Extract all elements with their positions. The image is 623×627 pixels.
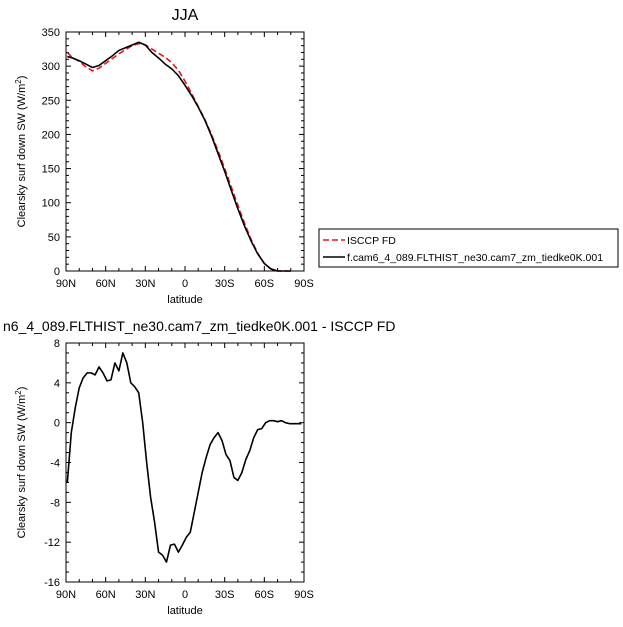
y-tick-label: 200: [42, 129, 60, 141]
y-tick-label: -12: [44, 537, 60, 549]
y-tick-label: 250: [42, 95, 60, 107]
x-axis-label: latitude: [167, 605, 202, 617]
y-tick-label: 350: [42, 27, 60, 39]
y-tick-label: 4: [54, 378, 60, 390]
chart-title: JJA: [172, 7, 199, 24]
lower-panel-difference: n6_4_089.FLTHIST_ne30.cam7_zm_tiedke0K.0…: [3, 318, 395, 617]
series-line-1: [66, 352, 302, 563]
x-tick-label: 90S: [294, 278, 314, 290]
x-tick-label: 90S: [294, 589, 314, 601]
x-tick-label: 30S: [215, 589, 235, 601]
plot-frame: [65, 31, 305, 272]
x-tick-label: 30N: [135, 278, 155, 290]
x-tick-label: 90N: [56, 278, 76, 290]
x-tick-label: 60N: [96, 278, 116, 290]
y-axis-label: Clearsky surf down SW (W/m2): [14, 387, 28, 539]
legend-box: [318, 228, 619, 268]
plot-frame: [65, 342, 305, 583]
legend-label-1: ISCCP FD: [347, 235, 396, 247]
chart-title: n6_4_089.FLTHIST_ne30.cam7_zm_tiedke0K.0…: [3, 318, 395, 334]
y-axis-label: Clearsky surf down SW (W/m2): [14, 76, 28, 228]
y-tick-label: 0: [54, 266, 60, 278]
x-tick-label: 30S: [215, 278, 235, 290]
x-tick-label: 60N: [96, 589, 116, 601]
y-tick-label: -16: [44, 577, 60, 589]
y-tick-label: 150: [42, 164, 60, 176]
upper-panel-jja: JJA 90N 60N 30N 0 30S 60S 90S 0 50 100 150 200 250 300…: [14, 7, 314, 306]
x-tick-label: 90N: [56, 589, 76, 601]
series-line-2: [67, 41, 291, 272]
legend: ISCCP FD f.cam6_4_089.FLTHIST_ne30.cam7_z…: [318, 228, 619, 268]
y-tick-label: -4: [50, 458, 60, 470]
y-tick-label: 100: [42, 198, 60, 210]
x-tick-label: 60S: [255, 278, 275, 290]
y-tick-label: -8: [50, 497, 60, 509]
x-tick-label: 60S: [255, 589, 275, 601]
y-tick-label: 8: [54, 338, 60, 350]
x-tick-label: 0: [182, 278, 188, 290]
x-tick-label: 0: [182, 589, 188, 601]
x-axis-label: latitude: [167, 294, 202, 306]
y-tick-label: 0: [54, 418, 60, 430]
legend-label-2: f.cam6_4_089.FLTHIST_ne30.cam7_zm_tiedke…: [347, 252, 603, 264]
y-tick-label: 50: [48, 232, 60, 244]
x-tick-label: 30N: [135, 589, 155, 601]
y-tick-label: 300: [42, 61, 60, 73]
